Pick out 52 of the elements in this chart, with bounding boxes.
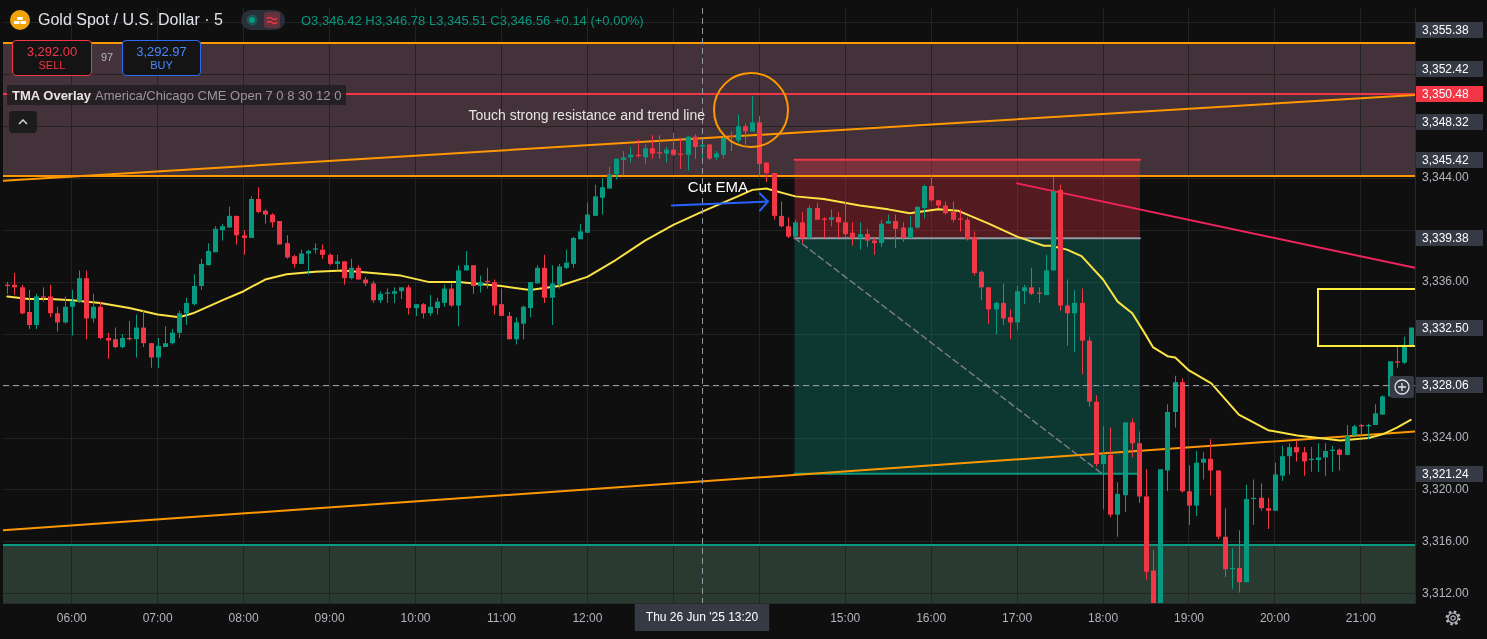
y-tick-label: 3,336.00 [1422,274,1470,289]
annotation: 3,292.97 [136,44,187,59]
ref-line-label: 3,350.48 [1422,86,1470,101]
y-tick-label: 3,344.00 [1422,170,1470,185]
x-tick-label: 06:00 [56,610,88,625]
chart-title: Gold Spot / U.S. Dollar · 5 [38,11,223,29]
annotation: TMA Overlay [12,87,91,103]
sell-button: 3,292.00 SELL [12,40,92,76]
y-tick-label: 3,324.00 [1422,430,1470,445]
text: 3,339.38 [1422,230,1470,245]
x-tick-label: 21:00 [1345,610,1377,625]
ref-line-label: 3,328.06 [1422,377,1470,392]
x-tick-label: 07:00 [142,610,174,625]
chart-subtitle: O3,346.42 H3,346.78 L3,345.51 C3,346.56 +0.14 (+0.00%) [300,12,644,28]
text: 3,355.38 [1422,22,1470,37]
candlestick [1395,347,1400,368]
y-tick-label: 3,316.00 [1422,534,1470,549]
x-tick-label: 20:00 [1259,610,1291,625]
candlestick [1316,443,1321,472]
x-tick-label: 17:00 [1002,610,1033,625]
indicator-panel: TMA Overlay America/Chicago CME Open 7 0 8 30 12 0 [7,85,347,105]
x-tick-label: 15:00 [830,610,861,625]
x-tick-label: 19:00 [1173,610,1205,625]
candlestick [313,243,318,254]
candlestick [1266,497,1271,529]
text: 3,332.50 [1422,320,1470,335]
x-tick-label: 08:00 [228,610,259,625]
x-tick-label: 12:00 [572,610,603,625]
x-tick-label: 16:00 [916,610,947,625]
annotation: Cut EMA [687,177,748,195]
ref-line-label: Thu 26 Jun '25 13:20 [645,610,759,625]
annotation: Touch strong resistance and trend line [468,107,705,123]
annotation: BUY [150,59,173,72]
annotation: 97 [99,51,115,63]
candlestick [657,135,662,159]
x-tick-label: 09:00 [314,610,345,625]
text: 3,352.42 [1422,61,1470,76]
buy-button: 3,292.97 BUY [122,40,201,76]
x-tick-label: 11:00 [486,610,517,625]
x-tick-label: 18:00 [1088,610,1119,625]
candlestick [41,287,46,302]
annotation: 3,292.00 [26,44,78,59]
y-tick-label: 3,312.00 [1422,586,1470,601]
candlestick [822,217,827,238]
text: 3,348.32 [1422,114,1470,129]
candlestick [958,209,963,232]
annotation: America/Chicago CME Open 7 0 8 30 12 0 [95,87,342,103]
text: 3,345.42 [1422,152,1470,167]
x-tick-label: 10:00 [400,610,431,625]
text: 3,321.24 [1422,466,1470,481]
annotation: SELL [38,59,66,72]
y-tick-label: 3,320.00 [1422,482,1470,497]
